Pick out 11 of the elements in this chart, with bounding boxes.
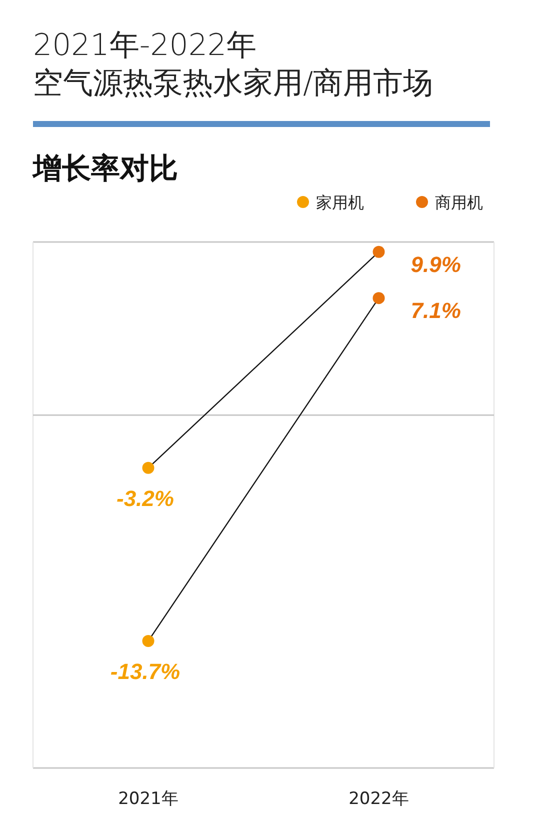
x-tick-label: 2021年	[118, 789, 178, 809]
x-tick-label: 2022年	[348, 789, 409, 809]
data-label: 7.1%	[410, 298, 461, 324]
legend-label: 商用机	[435, 193, 483, 212]
text: 增长率对比	[31, 151, 178, 185]
chart-title: 2021年-2022年	[33, 28, 257, 63]
legend-label: 家用机	[316, 193, 364, 212]
data-label: 9.9%	[410, 252, 461, 277]
chart-subtitle: 空气源热泵热水家用/商用市场	[33, 66, 434, 101]
data-label: -13.7%	[110, 659, 180, 684]
data-label: -3.2%	[116, 486, 174, 511]
